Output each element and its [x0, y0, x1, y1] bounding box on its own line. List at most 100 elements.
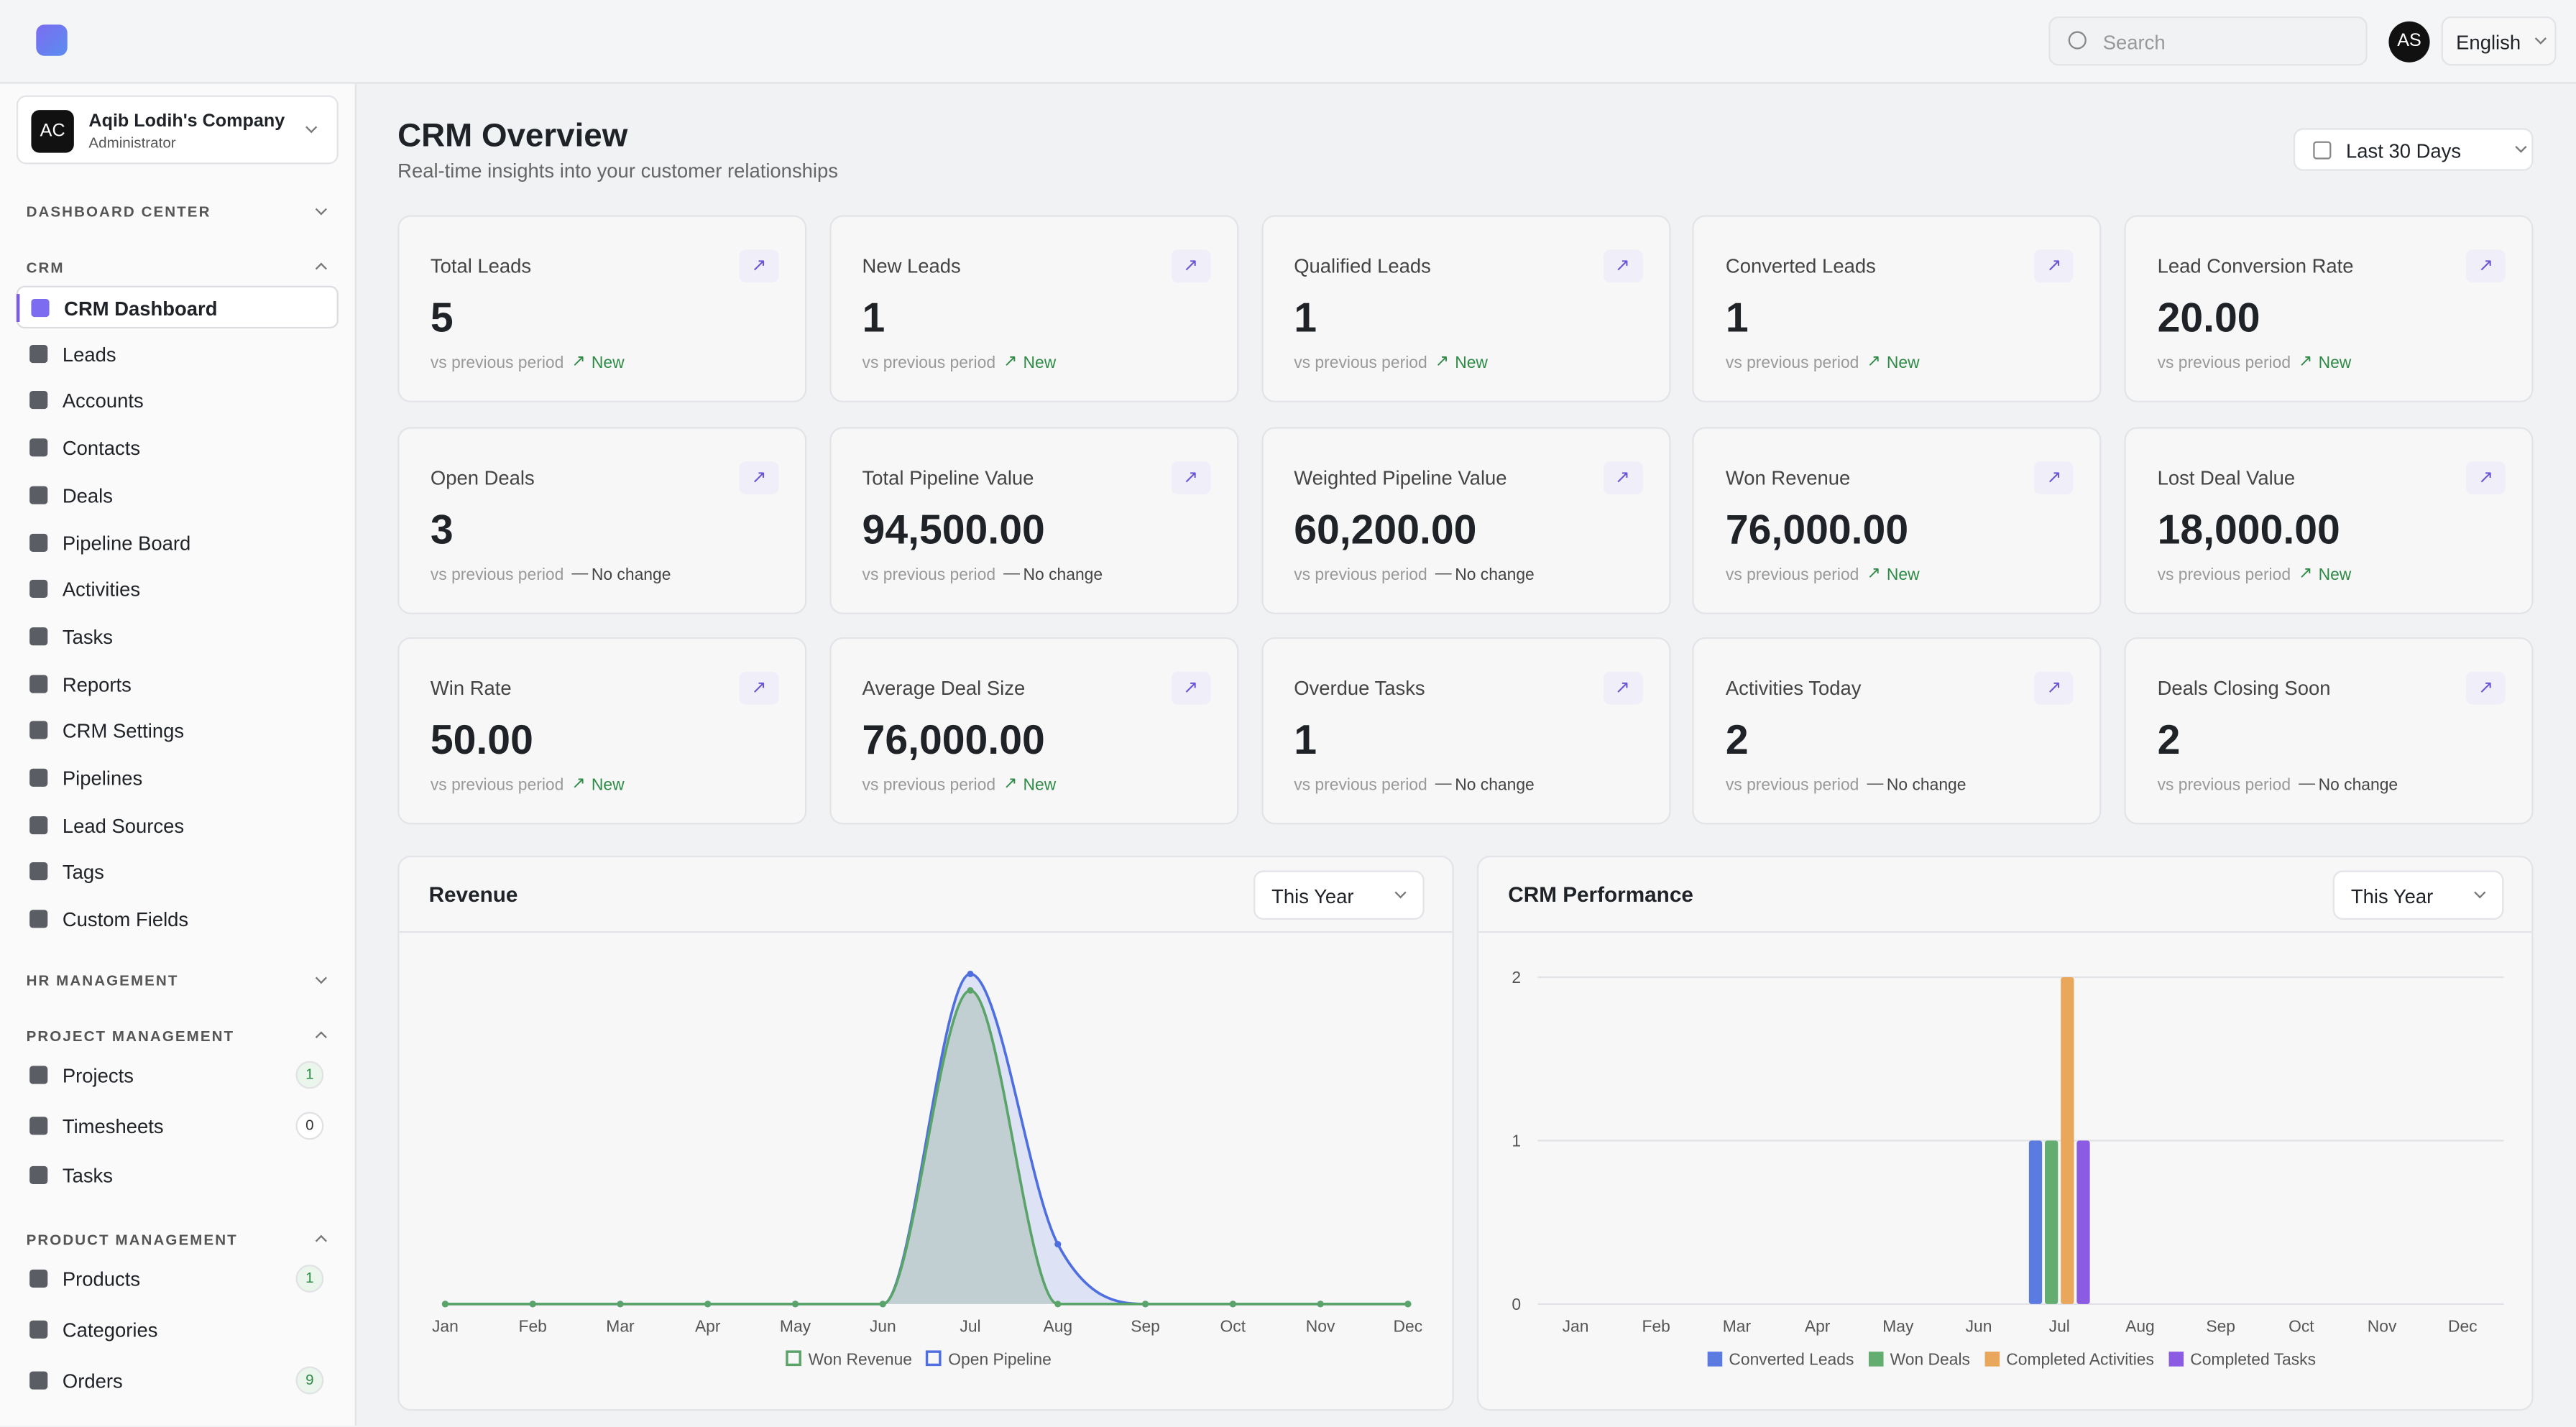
legend-item[interactable]: Converted Leads [1707, 1349, 1854, 1368]
kpi-change: New [1023, 777, 1057, 795]
kpi-label: Converted Leads [1725, 254, 1876, 278]
nav-item[interactable]: Tasks [17, 616, 339, 658]
calendar-icon [2313, 141, 2332, 160]
nav-icon [29, 1116, 48, 1135]
date-range-label: Last 30 Days [2345, 139, 2462, 163]
date-range-select[interactable]: Last 30 Days [2293, 128, 2534, 171]
search-icon [2068, 31, 2087, 50]
nav-item[interactable]: Custom Fields [17, 898, 339, 941]
nav-item[interactable]: Deals [17, 474, 339, 517]
kpi-value: 20.00 [2157, 295, 2260, 342]
nav-item[interactable]: Reports [17, 662, 339, 705]
kpi-value: 1 [862, 295, 886, 342]
nav-item[interactable]: Lead Sources [17, 804, 339, 846]
legend-swatch [1707, 1352, 1723, 1367]
nav-icon [29, 721, 48, 740]
trend-icon: ↗ [1171, 461, 1211, 494]
kpi-value: 1 [1294, 717, 1317, 764]
nav-item[interactable]: Contacts [17, 427, 339, 469]
legend-item[interactable]: Open Pipeline [925, 1349, 1052, 1368]
trend-icon: ↗ [739, 249, 779, 283]
kpi-label: Win Rate [430, 676, 512, 700]
kpi-value: 1 [1294, 295, 1317, 342]
nav-label: Reports [62, 673, 132, 696]
kpi-label: Lead Conversion Rate [2157, 254, 2354, 278]
language-label: English [2456, 31, 2521, 55]
nav-label: Tasks [62, 625, 113, 649]
kpi-change: No change [1455, 777, 1535, 795]
kpi-change-icon: — [2299, 775, 2315, 793]
company-name: Aqib Lodih's Company [88, 111, 285, 131]
nav-item[interactable]: Tasks [17, 1155, 339, 1198]
section-title[interactable]: PROJECT MANAGEMENT [26, 1027, 235, 1045]
kpi-change-icon: ↗ [2299, 353, 2313, 371]
kpi-label: Weighted Pipeline Value [1294, 465, 1507, 489]
nav-icon [29, 674, 48, 693]
legend-item[interactable]: Won Revenue [786, 1349, 912, 1368]
period-select[interactable]: This Year [1253, 870, 1425, 920]
data-point [967, 970, 974, 977]
nav-item[interactable]: Accounts [17, 380, 339, 422]
kpi-value: 2 [1725, 717, 1749, 764]
nav-label: Categories [62, 1319, 158, 1342]
nav-item[interactable]: Activities [17, 568, 339, 611]
nav-label: Tasks [62, 1165, 113, 1188]
language-select[interactable]: English [2441, 16, 2557, 66]
kpi-card: Lead Conversion Rate ↗ 20.00 vs previous pe… [2124, 215, 2534, 402]
section-title[interactable]: CRM [26, 259, 65, 276]
nav-item[interactable]: CRM Dashboard [16, 285, 339, 329]
kpi-change: New [1886, 354, 1920, 373]
active-indicator [16, 294, 20, 322]
nav-item[interactable]: Pipeline Board [17, 522, 339, 564]
kpi-value: 50.00 [430, 717, 533, 764]
x-tick-label: Jul [2049, 1317, 2070, 1336]
kpi-change: New [591, 354, 625, 373]
nav-item[interactable]: Categories [17, 1309, 339, 1352]
trend-icon: ↗ [2034, 461, 2074, 494]
chevron [2534, 32, 2547, 45]
legend-label: Converted Leads [1729, 1349, 1854, 1368]
nav-badge: 1 [295, 1265, 324, 1293]
series-area [445, 990, 1408, 1304]
section-title[interactable]: PRODUCT MANAGEMENT [26, 1232, 238, 1249]
nav-item[interactable]: Timesheets 0 [17, 1104, 339, 1147]
nav-label: Tags [62, 861, 104, 885]
trend-icon: ↗ [1602, 671, 1642, 705]
period-label: This Year [1271, 885, 1354, 908]
chevron [315, 262, 327, 274]
period-select[interactable]: This Year [2332, 870, 2504, 920]
nav-label: Lead Sources [62, 813, 185, 837]
chart-panel: Revenue This Year Jan Feb Mar Apr May Jun Jul Aug… [397, 855, 1454, 1411]
nav-item[interactable]: Products 1 [17, 1258, 339, 1301]
nav-icon [29, 1065, 48, 1084]
kpi-change-icon: — [1003, 564, 1020, 583]
kpi-change-icon: — [1867, 775, 1884, 793]
section-title[interactable]: HR MANAGEMENT [26, 971, 179, 989]
legend-item[interactable]: Won Deals [1868, 1349, 1970, 1368]
section-title[interactable]: DASHBOARD CENTER [26, 203, 211, 221]
legend-label: Won Revenue [809, 1349, 912, 1368]
nav-item[interactable]: CRM Settings [17, 710, 339, 752]
top-bar: Search AS English [0, 0, 2576, 84]
kpi-change-icon: ↗ [1003, 775, 1018, 793]
nav-icon [29, 344, 48, 363]
kpi-card: Total Pipeline Value ↗ 94,500.00 vs previou… [829, 426, 1238, 614]
nav-icon [29, 910, 48, 928]
legend-item[interactable]: Completed Activities [1984, 1349, 2154, 1368]
app-logo[interactable] [36, 24, 68, 56]
kpi-change-icon: — [571, 564, 589, 583]
nav-item[interactable]: Tags [17, 851, 339, 894]
legend-item[interactable]: Completed Tasks [2168, 1349, 2317, 1368]
kpi-change: New [1023, 354, 1057, 373]
company-switcher[interactable]: AC Aqib Lodih's Company Administrator [16, 95, 339, 165]
search-box[interactable]: Search [2048, 16, 2368, 66]
nav-item[interactable]: Projects 1 [17, 1054, 339, 1096]
user-avatar[interactable]: AS [2388, 21, 2430, 63]
kpi-value: 60,200.00 [1294, 507, 1477, 553]
nav-item[interactable]: Pipelines [17, 757, 339, 800]
kpi-card: Overdue Tasks ↗ 1 vs previous period — No cha… [1261, 637, 1670, 825]
kpi-label: Total Leads [430, 254, 532, 278]
nav-item[interactable]: Leads [17, 333, 339, 375]
nav-item[interactable]: Orders 9 [17, 1359, 339, 1402]
legend-swatch [786, 1350, 801, 1367]
